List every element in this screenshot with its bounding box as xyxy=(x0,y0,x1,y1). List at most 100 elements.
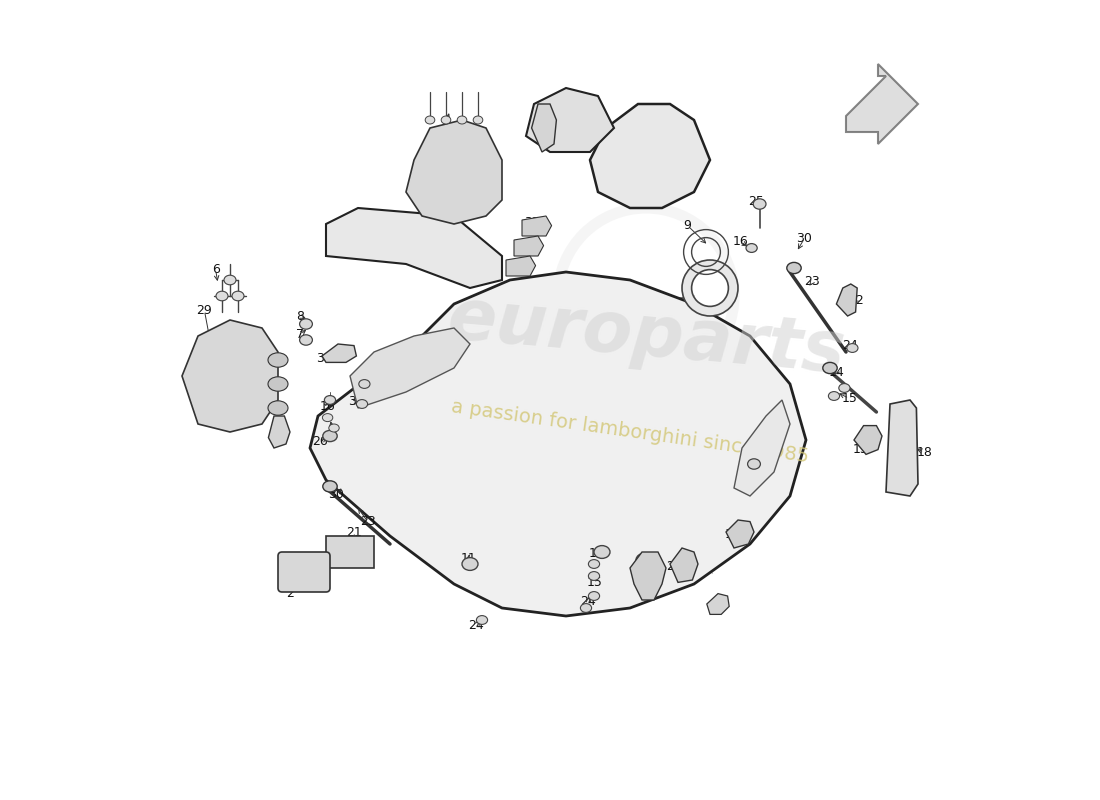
Text: 12: 12 xyxy=(588,547,604,560)
Polygon shape xyxy=(506,256,536,276)
Ellipse shape xyxy=(839,384,850,392)
Text: 16: 16 xyxy=(733,235,748,248)
Ellipse shape xyxy=(588,571,600,581)
Text: 6: 6 xyxy=(436,136,443,149)
Polygon shape xyxy=(322,344,356,362)
Ellipse shape xyxy=(754,198,766,210)
Polygon shape xyxy=(526,88,614,152)
Polygon shape xyxy=(836,284,857,316)
Polygon shape xyxy=(182,320,278,432)
Text: 19: 19 xyxy=(274,430,290,442)
Ellipse shape xyxy=(441,116,451,124)
Text: 17: 17 xyxy=(725,528,740,541)
Ellipse shape xyxy=(462,558,478,570)
Text: 13: 13 xyxy=(852,443,868,456)
Ellipse shape xyxy=(476,616,487,624)
Polygon shape xyxy=(522,216,551,236)
Ellipse shape xyxy=(594,546,610,558)
Text: 10: 10 xyxy=(637,582,652,594)
Ellipse shape xyxy=(299,335,312,346)
Text: 15: 15 xyxy=(842,392,857,405)
Text: 22: 22 xyxy=(848,294,864,306)
Ellipse shape xyxy=(823,362,837,374)
FancyBboxPatch shape xyxy=(278,552,330,592)
Polygon shape xyxy=(707,594,729,614)
Ellipse shape xyxy=(322,430,338,442)
Ellipse shape xyxy=(268,353,288,367)
Text: europarts: europarts xyxy=(444,284,848,388)
Polygon shape xyxy=(326,208,502,288)
Text: 2: 2 xyxy=(286,587,294,600)
Text: 32: 32 xyxy=(525,216,540,229)
Polygon shape xyxy=(726,520,754,548)
Text: 29: 29 xyxy=(424,163,440,176)
Text: 16: 16 xyxy=(320,400,336,413)
Text: 11: 11 xyxy=(461,552,476,565)
Text: 3: 3 xyxy=(329,423,337,436)
Text: 9: 9 xyxy=(684,219,692,232)
Text: 25: 25 xyxy=(748,195,764,208)
Ellipse shape xyxy=(329,424,339,432)
Polygon shape xyxy=(854,426,882,454)
Polygon shape xyxy=(406,120,502,224)
Text: 23: 23 xyxy=(360,515,375,528)
Text: 30: 30 xyxy=(796,232,812,245)
Ellipse shape xyxy=(847,344,858,352)
Text: 23: 23 xyxy=(804,275,821,288)
Text: 28: 28 xyxy=(667,560,682,573)
Ellipse shape xyxy=(356,399,367,408)
Polygon shape xyxy=(350,328,470,408)
Ellipse shape xyxy=(786,262,801,274)
Polygon shape xyxy=(846,64,918,144)
Ellipse shape xyxy=(588,592,600,600)
Ellipse shape xyxy=(581,603,592,613)
Text: 24: 24 xyxy=(581,595,596,608)
Text: 19: 19 xyxy=(536,120,551,133)
Text: 29: 29 xyxy=(197,304,212,317)
Polygon shape xyxy=(734,400,790,496)
Text: 27: 27 xyxy=(708,603,724,616)
Polygon shape xyxy=(531,104,557,152)
Text: 24: 24 xyxy=(843,339,858,352)
Text: 24: 24 xyxy=(469,619,484,632)
Text: 20: 20 xyxy=(746,467,762,480)
Ellipse shape xyxy=(588,560,600,568)
Text: 1: 1 xyxy=(654,131,662,144)
Text: 8: 8 xyxy=(296,310,305,322)
Polygon shape xyxy=(590,104,710,208)
Text: 6: 6 xyxy=(211,263,220,276)
Ellipse shape xyxy=(268,377,288,391)
Text: 30: 30 xyxy=(328,488,343,501)
Ellipse shape xyxy=(748,459,760,469)
Polygon shape xyxy=(886,400,918,496)
Polygon shape xyxy=(514,236,543,256)
Ellipse shape xyxy=(426,116,434,124)
Text: 26: 26 xyxy=(311,435,328,448)
Ellipse shape xyxy=(268,401,288,415)
Ellipse shape xyxy=(224,275,236,285)
Text: 33: 33 xyxy=(356,374,372,386)
Ellipse shape xyxy=(636,553,656,567)
Polygon shape xyxy=(268,416,290,448)
Text: 14: 14 xyxy=(828,366,845,378)
Text: 34: 34 xyxy=(349,395,364,408)
Text: 5: 5 xyxy=(374,211,382,224)
Text: 31: 31 xyxy=(317,352,332,365)
Ellipse shape xyxy=(299,318,312,330)
Polygon shape xyxy=(670,548,698,582)
Text: 4: 4 xyxy=(579,104,586,117)
Text: 21: 21 xyxy=(346,526,362,538)
Ellipse shape xyxy=(322,414,333,422)
Text: 33: 33 xyxy=(517,240,532,253)
Text: a passion for lamborghini since 1985: a passion for lamborghini since 1985 xyxy=(450,398,810,466)
Text: 7: 7 xyxy=(296,328,305,341)
Bar xyxy=(326,536,374,568)
Ellipse shape xyxy=(828,392,839,400)
Ellipse shape xyxy=(473,116,483,124)
Polygon shape xyxy=(630,552,666,600)
Text: 15: 15 xyxy=(587,576,603,589)
Polygon shape xyxy=(310,272,806,616)
Ellipse shape xyxy=(359,379,370,388)
Ellipse shape xyxy=(746,243,757,253)
Text: 18: 18 xyxy=(916,446,933,458)
